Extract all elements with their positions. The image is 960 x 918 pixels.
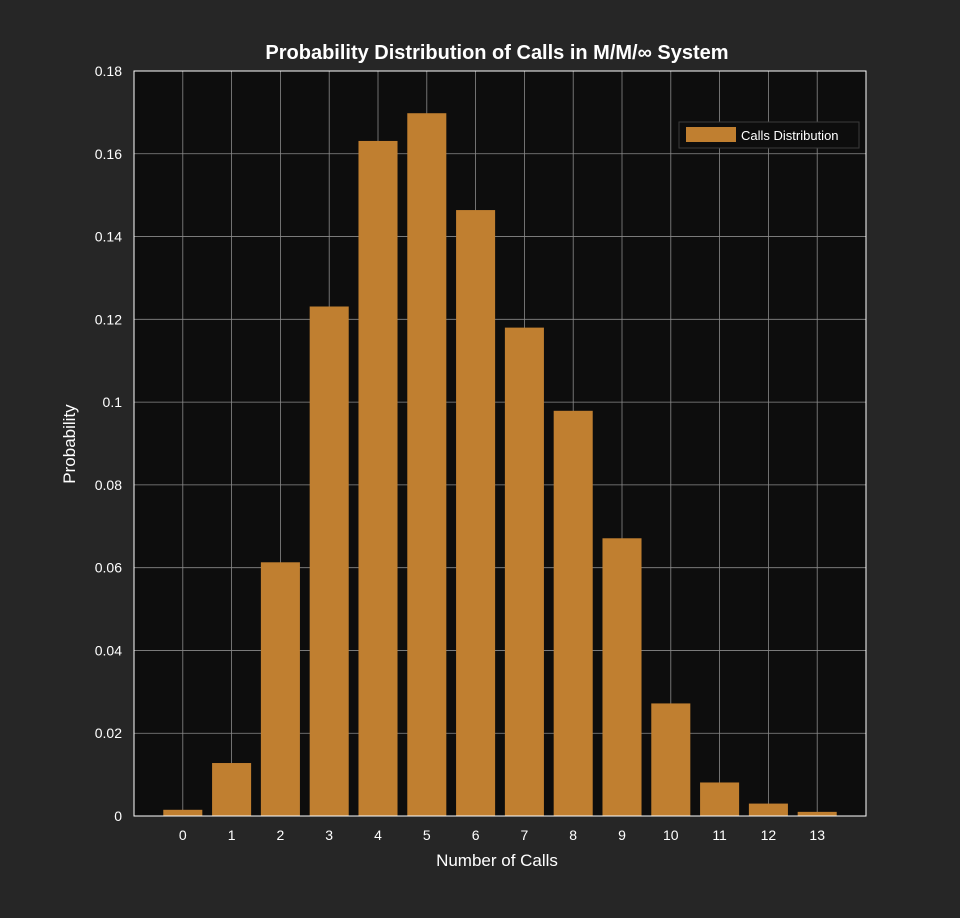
- x-tick-label: 6: [472, 827, 480, 843]
- y-axis-label: Probability: [60, 404, 79, 484]
- y-tick-labels: 0 0.02 0.04 0.06 0.08 0.1 0.12 0.14 0.16 0.18: [95, 63, 122, 824]
- y-tick-label: 0.16: [95, 146, 122, 162]
- x-tick-label: 8: [569, 827, 577, 843]
- y-tick-label: 0.06: [95, 560, 122, 576]
- bar-0: [163, 809, 203, 816]
- legend-label: Calls Distribution: [741, 128, 839, 143]
- y-tick-label: 0.04: [95, 642, 122, 658]
- bar-3: [309, 306, 349, 816]
- chart-title: Probability Distribution of Calls in M/M…: [265, 42, 728, 64]
- bar-13: [797, 811, 837, 816]
- x-tick-label: 3: [325, 827, 333, 843]
- x-tick-label: 10: [663, 827, 679, 843]
- x-tick-labels: 0 1 2 3 4 5 6 7 8 9 10 11 12 13: [179, 827, 825, 843]
- x-axis-label: Number of Calls: [436, 851, 558, 870]
- x-tick-label: 2: [277, 827, 285, 843]
- x-tick-label: 5: [423, 827, 431, 843]
- x-tick-label: 11: [712, 827, 727, 843]
- x-tick-label: 7: [521, 827, 529, 843]
- bar-8: [553, 410, 593, 816]
- axes-border: [133, 70, 867, 817]
- bar-10: [651, 703, 691, 816]
- bar-2: [260, 562, 300, 816]
- x-tick-label: 1: [228, 827, 236, 843]
- x-tick-label: 4: [374, 827, 382, 843]
- y-tick-label: 0.18: [95, 63, 122, 79]
- bar-12: [748, 803, 788, 816]
- y-tick-label: 0.1: [103, 394, 123, 410]
- x-tick-label: 0: [179, 827, 187, 843]
- y-tick-label: 0.14: [95, 229, 122, 245]
- legend: Calls Distribution: [678, 121, 860, 149]
- legend-swatch: [686, 127, 736, 142]
- bar-4: [358, 140, 398, 817]
- bar-7: [504, 327, 544, 816]
- y-tick-label: 0.02: [95, 725, 122, 741]
- bar-1: [212, 763, 252, 816]
- y-tick-label: 0: [114, 808, 122, 824]
- plot-area: [134, 71, 866, 816]
- bar-9: [602, 538, 642, 816]
- x-tick-label: 9: [618, 827, 626, 843]
- bar-11: [700, 782, 740, 816]
- y-tick-label: 0.08: [95, 477, 122, 493]
- x-tick-label: 12: [761, 827, 777, 843]
- bar-5: [407, 113, 447, 816]
- y-tick-label: 0.12: [95, 311, 122, 327]
- x-tick-label: 13: [809, 827, 825, 843]
- bar-6: [456, 210, 496, 817]
- bars: [163, 113, 837, 817]
